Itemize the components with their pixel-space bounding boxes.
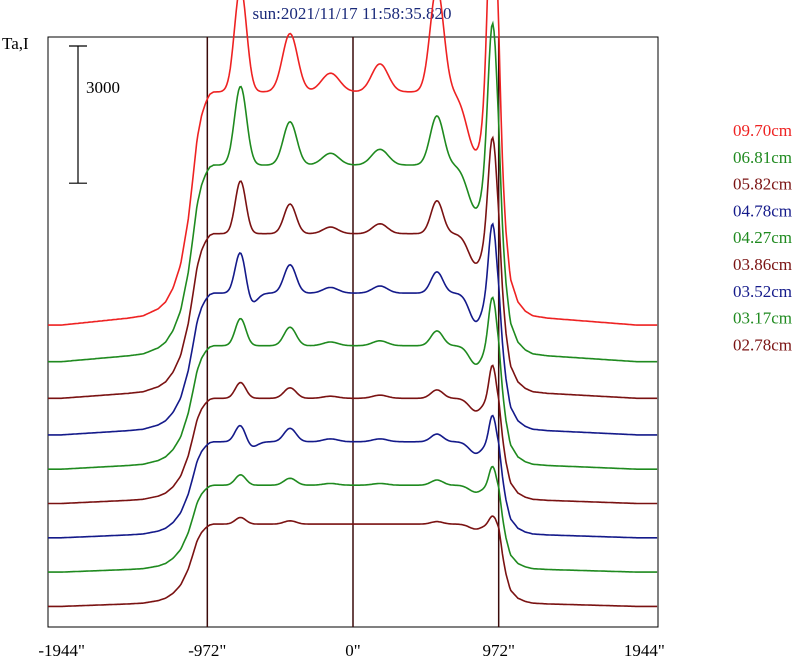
x-tick-label: -1944" xyxy=(38,641,85,660)
legend-entry: 09.70cm xyxy=(733,121,792,140)
scale-bar-label: 3000 xyxy=(86,78,120,97)
legend-entry: 03.52cm xyxy=(733,282,792,301)
series-line-03.17cm xyxy=(48,465,658,573)
legend-entry: 03.86cm xyxy=(733,255,792,274)
series-line-09.70cm xyxy=(48,0,658,326)
vertical-markers xyxy=(206,37,500,627)
legend-entry: 06.81cm xyxy=(733,148,792,167)
legend-entry: 03.17cm xyxy=(733,309,792,328)
x-tick-label: -972" xyxy=(188,641,226,660)
series-line-06.81cm xyxy=(48,20,658,363)
series-line-04.78cm xyxy=(48,222,658,436)
legend-entry: 04.78cm xyxy=(733,201,792,220)
legend-entry: 05.82cm xyxy=(733,175,792,194)
series-line-02.78cm xyxy=(48,515,658,608)
legend: 09.70cm 06.81cm 05.82cm 04.78cm 04.27cm 03.86… xyxy=(733,121,792,354)
series-line-03.52cm xyxy=(48,414,658,539)
scale-bar: 3000 xyxy=(69,45,120,184)
series-line-05.82cm xyxy=(48,135,658,400)
series-line-03.86cm xyxy=(48,364,658,505)
y-axis-label: Ta,I xyxy=(2,34,29,53)
legend-entry: 04.27cm xyxy=(733,228,792,247)
series-lines xyxy=(48,0,658,608)
chart-title: sun:2021/11/17 11:58:35.820 xyxy=(253,4,452,23)
x-tick-label: 1944" xyxy=(624,641,665,660)
x-tick-label: 0" xyxy=(345,641,360,660)
x-tick-labels: -1944" -972" 0" 972" 1944" xyxy=(38,641,665,660)
x-tick-label: 972" xyxy=(482,641,514,660)
legend-entry: 02.78cm xyxy=(733,335,792,354)
series-line-04.27cm xyxy=(48,296,658,470)
